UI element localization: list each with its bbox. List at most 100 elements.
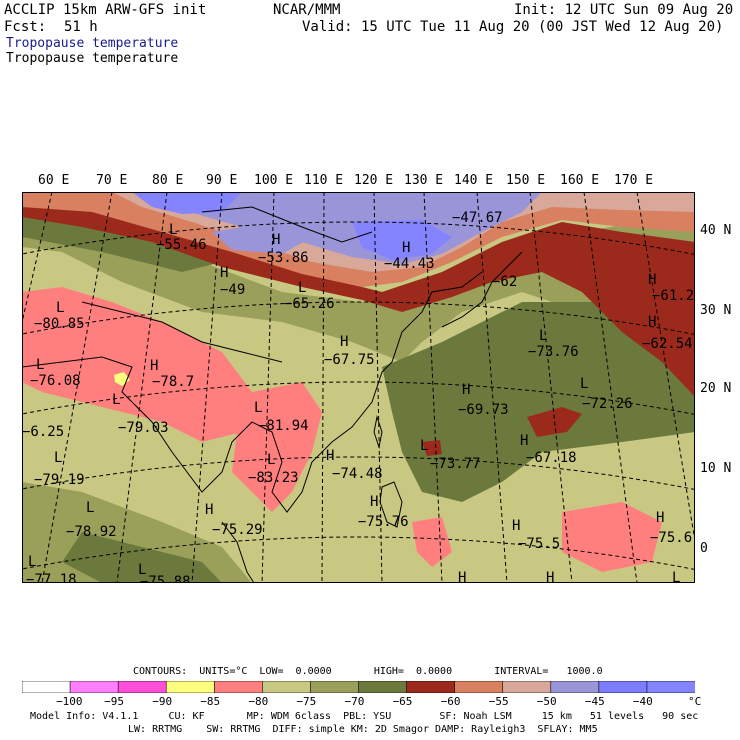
extremum-value: −79.03 <box>118 420 169 436</box>
color-bar-label: −100 <box>56 695 83 708</box>
low-marker: L <box>54 450 62 466</box>
lon-line <box>22 192 53 325</box>
lon-label: 160 E <box>560 173 600 188</box>
color-bar-swatch <box>358 681 408 693</box>
low-marker: L <box>56 300 64 316</box>
field-title-blue: Tropopause temperature <box>6 36 179 51</box>
extremum-value: −61.2 <box>652 288 694 304</box>
lon-label: 150 E <box>506 173 546 188</box>
high-marker: H <box>272 232 280 248</box>
color-bar-swatch <box>165 681 216 693</box>
extremum-value: −69.73 <box>458 402 509 418</box>
color-bar-swatch <box>310 681 360 693</box>
lat-label: 20 N <box>700 381 732 396</box>
color-bar-swatch <box>213 681 264 693</box>
extremum-value: −74.48 <box>332 466 383 482</box>
lat-line-0 <box>22 536 695 571</box>
high-marker: H <box>326 448 334 464</box>
valid-time: Valid: 15 UTC Tue 11 Aug 20 (00 JST Wed … <box>302 19 724 35</box>
band-minus65-60 <box>22 192 695 397</box>
color-bar-swatch <box>598 681 648 693</box>
field-title: Tropopause temperature <box>6 51 179 66</box>
lon-line <box>423 192 443 583</box>
low-marker: L <box>36 357 44 373</box>
extremum-value: −65.26 <box>284 296 335 312</box>
low-marker: L <box>169 222 177 238</box>
extremum-value: −73.77 <box>430 456 481 472</box>
asia-coastline <box>22 271 483 513</box>
lon-line <box>261 192 275 583</box>
high-marker: H <box>402 240 410 256</box>
lon-line <box>116 192 168 583</box>
extremum-value: −6.25 <box>22 424 64 440</box>
org-label: NCAR/MMM <box>273 2 341 18</box>
taiwan-coastline <box>373 415 383 449</box>
low-marker: L <box>298 280 306 296</box>
japan-coastline <box>441 251 523 328</box>
low-marker: L <box>112 392 120 408</box>
high-marker: H <box>462 382 470 398</box>
high-marker: H <box>648 272 656 288</box>
color-bar-label: −40 <box>632 695 653 708</box>
graticule <box>22 192 695 583</box>
extremum-value: −81.94 <box>258 418 309 434</box>
color-bar-swatch <box>646 681 695 693</box>
high-marker: H <box>150 358 158 374</box>
low-marker: L <box>138 562 146 578</box>
color-bar-label: −60 <box>440 695 461 708</box>
extremum-value: −49 <box>220 282 245 298</box>
color-bar-swatch <box>454 681 504 693</box>
extremum-value: −77.18 <box>26 572 77 583</box>
coastlines <box>22 206 523 583</box>
color-bar-label: −50 <box>536 695 557 708</box>
band-south-west-dark <box>62 532 222 583</box>
high-marker: H <box>340 334 348 350</box>
lat-line-40n <box>22 221 695 256</box>
extremum-value: −72.26 <box>582 396 633 412</box>
color-bar-label: −85 <box>200 695 221 708</box>
low-marker: L <box>420 438 428 454</box>
fcst-label: Fcst: <box>4 19 47 35</box>
lon-label: 70 E <box>96 173 128 188</box>
philippines-coastline <box>379 481 403 528</box>
extremum-value: −80.85 <box>34 316 85 332</box>
extremum-value: −75.5 <box>518 536 560 552</box>
lon-label: 110 E <box>304 173 344 188</box>
color-bar-unit: °C <box>688 695 702 708</box>
lon-line <box>191 192 223 583</box>
extremum-value: −78.92 <box>66 524 117 540</box>
lat-line-20n <box>22 381 695 416</box>
high-marker: H <box>656 510 664 526</box>
band-lavender-c <box>212 222 312 254</box>
high-marker: H <box>458 570 466 583</box>
color-bar-label: −90 <box>152 695 173 708</box>
color-bar-label: −95 <box>104 695 125 708</box>
extremum-value: −73.76 <box>528 344 579 360</box>
color-bar-label: −45 <box>584 695 605 708</box>
himalaya-border <box>81 301 283 363</box>
lon-line <box>476 192 508 583</box>
color-bar-swatch <box>22 681 71 693</box>
band-minus45-40-a <box>132 192 242 214</box>
patch-minus85-80-pacific <box>562 502 662 572</box>
lon-label: 60 E <box>38 173 70 188</box>
extremum-value: −75.76 <box>358 514 409 530</box>
extremum-value: −75.29 <box>212 522 263 538</box>
color-bar-swatch <box>406 681 456 693</box>
high-marker: H <box>648 314 656 330</box>
color-bar-swatch <box>117 681 168 693</box>
lat-label: 40 N <box>700 223 732 238</box>
lon-label: 90 E <box>206 173 238 188</box>
lon-line <box>636 192 695 544</box>
patch-minus65-60-small <box>422 440 442 456</box>
lon-line <box>583 192 638 583</box>
color-bar-swatch <box>502 681 552 693</box>
extremum-value: −67.75 <box>324 352 375 368</box>
color-bar-label: −80 <box>248 695 269 708</box>
lon-label: 130 E <box>404 173 444 188</box>
extrema-labels: L−55.46 H−53.86H−44.43−47.67H−49 L−65.26−6… <box>22 210 694 583</box>
extremum-value: −79.19 <box>34 472 85 488</box>
color-bar-swatch <box>262 681 312 693</box>
low-marker: L <box>86 500 94 516</box>
extremum-value: −62.54 <box>642 336 693 352</box>
